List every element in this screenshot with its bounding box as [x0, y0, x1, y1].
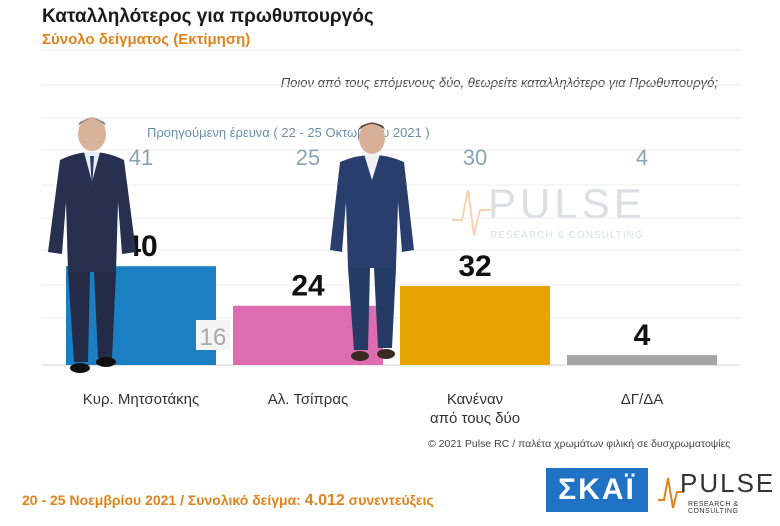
previous-value-label: 4: [636, 145, 648, 170]
skai-logo: ΣΚΑΪ: [546, 468, 648, 512]
chart-subtitle: Σύνολο δείγματος (Εκτίμηση): [42, 31, 251, 48]
bar-0: [66, 266, 216, 365]
pulse-watermark: PULSE RESEARCH & CONSULTING: [452, 180, 652, 250]
previous-value-label: 25: [296, 145, 320, 170]
bar-value-label: 24: [291, 270, 325, 303]
pulse-wave-icon: [658, 477, 684, 509]
category-label: Αλ. Τσίπρας: [268, 391, 348, 408]
bar-3: [567, 355, 717, 365]
category-label: ΔΓ/ΔΑ: [621, 391, 663, 408]
survey-footer: 20 - 25 Νοεμβρίου 2021 / Συνολικό δείγμα…: [22, 492, 434, 510]
chart-title: Καταλληλότερος για πρωθυπουργός: [42, 6, 374, 27]
tsipras-photo: [330, 122, 414, 361]
copyright-credit: © 2021 Pulse RC / παλέτα χρωμάτων φιλική…: [428, 438, 731, 450]
category-label: από τους δύο: [430, 410, 520, 427]
pulse-logo: PULSE RESEARCH & CONSULTING: [658, 468, 776, 515]
annotation-value: 16: [200, 324, 227, 351]
bar-value-label: 32: [458, 250, 491, 283]
bar-value-label: 4: [634, 319, 651, 352]
watermark-word: PULSE: [488, 180, 646, 227]
pulse-logo-sub: RESEARCH & CONSULTING: [688, 501, 739, 515]
watermark-sub: RESEARCH & CONSULTING: [490, 230, 644, 241]
footer-suffix: συνεντεύξεις: [344, 492, 434, 508]
bar-2: [400, 285, 550, 365]
previous-value-label: 30: [463, 145, 487, 170]
category-label: Κυρ. Μητσοτάκης: [83, 391, 199, 408]
previous-survey-label: Προηγούμενη έρευνα ( 22 - 25 Οκτωβρίου 2…: [147, 125, 430, 140]
pulse-logo-word: PULSE: [680, 468, 776, 498]
footer-dates: 20 - 25 Νοεμβρίου 2021 / Συνολικό δείγμα…: [22, 492, 305, 508]
survey-question: Ποιον από τους επόμενους δύο, θεωρείτε κ…: [280, 75, 718, 90]
footer-sample-size: 4.012: [304, 492, 345, 509]
mitsotakis-photo: [48, 117, 136, 373]
previous-value-label: 41: [129, 145, 153, 170]
annotation-background: [196, 320, 230, 350]
category-label: Κανέναν: [447, 391, 503, 408]
